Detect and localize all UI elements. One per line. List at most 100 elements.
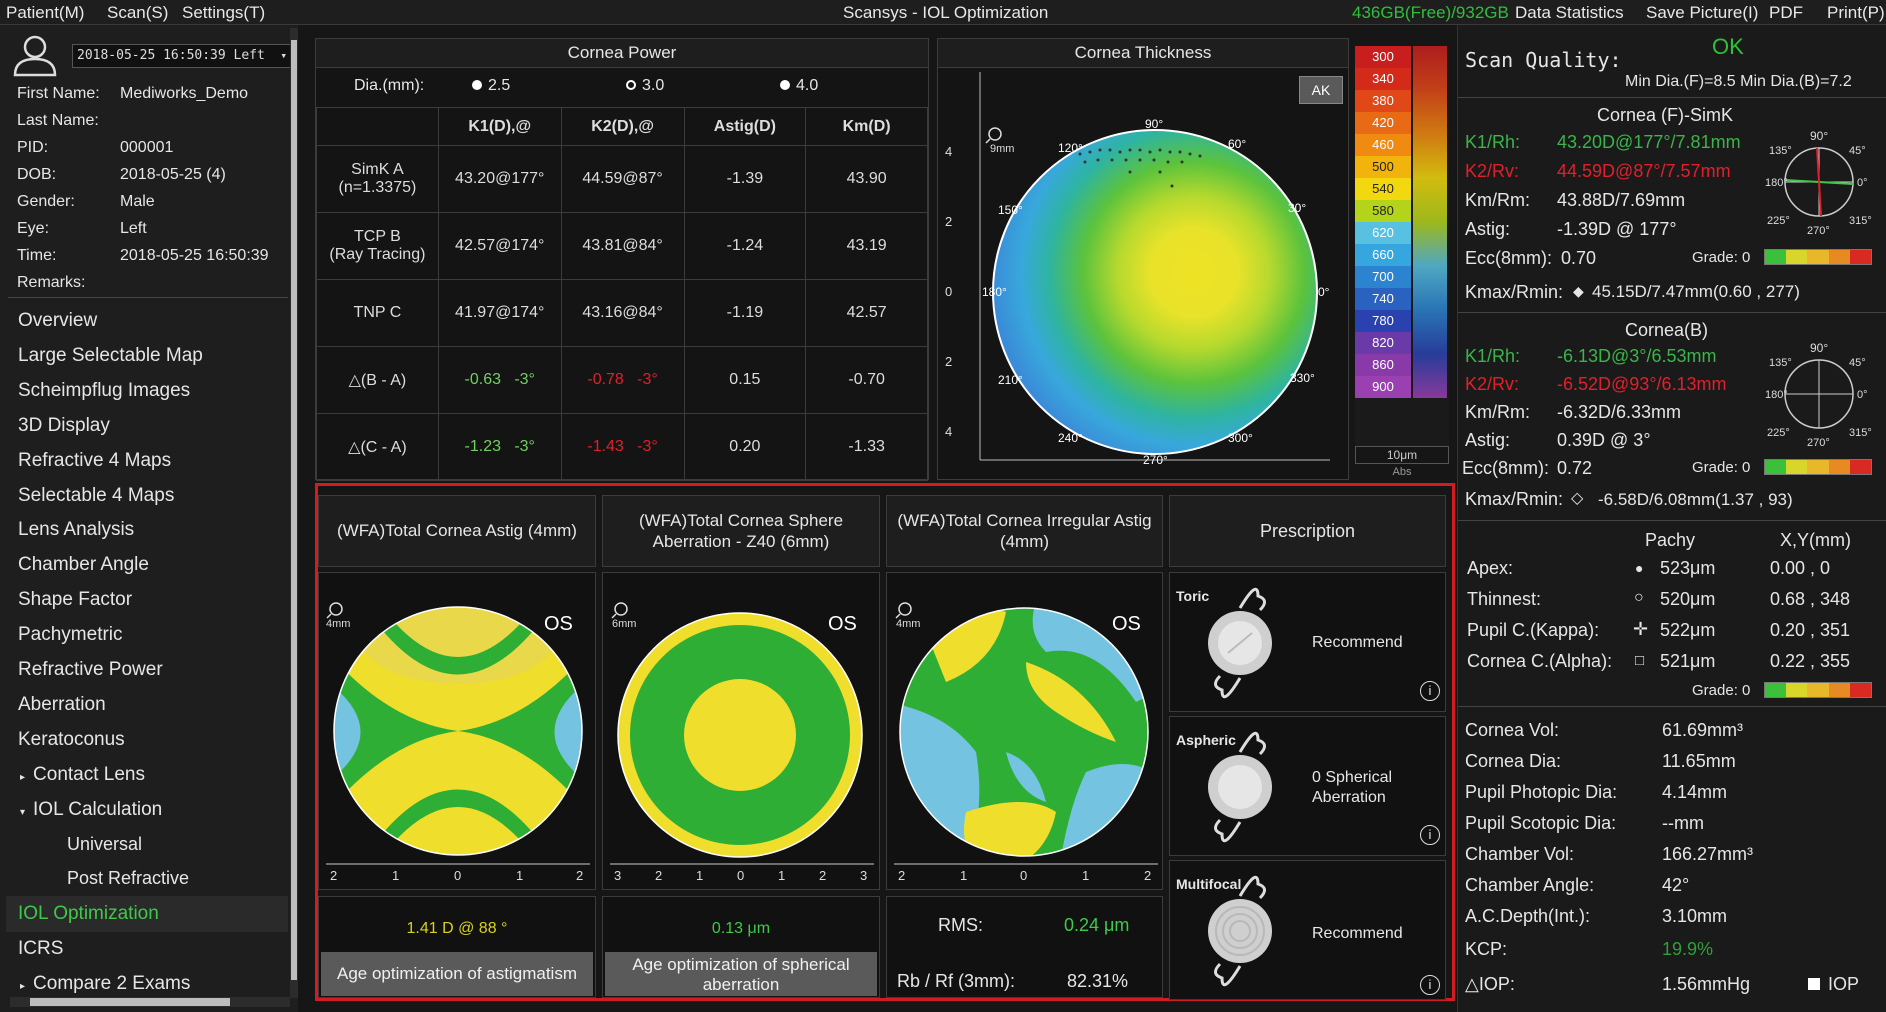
nav-refractive-4-maps[interactable]: Refractive 4 Maps xyxy=(18,450,172,471)
square-icon: □ xyxy=(1635,652,1645,669)
nav-icrs[interactable]: ICRS xyxy=(18,938,64,959)
rb-rf-value: 82.31% xyxy=(1067,971,1129,991)
y-tick: 4 xyxy=(945,144,952,159)
nav-iol-optimization[interactable]: IOL Optimization xyxy=(18,903,159,924)
menu-settings[interactable]: Settings(T) xyxy=(182,3,266,22)
nav-overview[interactable]: Overview xyxy=(18,310,98,331)
k2-value: 44.59D@87°/7.57mm xyxy=(1557,161,1731,181)
right-panel xyxy=(1457,25,1886,1012)
info-icon[interactable]: i xyxy=(1420,825,1440,845)
nav-aberration[interactable]: Aberration xyxy=(18,694,106,715)
front-axis-dial: 90° 45° 0° 315° 270° 225° 180° 135° xyxy=(1765,129,1872,236)
info-icon[interactable]: i xyxy=(1420,681,1440,701)
print-button[interactable]: Print(P) xyxy=(1827,3,1885,22)
grade-bar xyxy=(1764,459,1872,475)
stat-value: 11.65mm xyxy=(1662,751,1736,771)
stat-label: △IOP: xyxy=(1465,974,1515,994)
menu-patient[interactable]: Patient(M) xyxy=(6,3,85,22)
bk1-label: K1/Rh: xyxy=(1465,346,1521,366)
menu-scan[interactable]: Scan(S) xyxy=(107,3,169,22)
angle-label: 330° xyxy=(1290,371,1315,385)
nav-large-selectable-map[interactable]: Large Selectable Map xyxy=(18,345,203,366)
zoom-label: 4mm xyxy=(326,618,350,630)
first-name-label: First Name: xyxy=(17,85,100,102)
stat-label: Pupil Photopic Dia: xyxy=(1465,782,1618,802)
multifocal-recommend: Recommend xyxy=(1312,925,1403,942)
save-picture-button[interactable]: Save Picture(I) xyxy=(1646,3,1759,22)
svg-text:45°: 45° xyxy=(1849,145,1866,157)
open-circle-icon: ○ xyxy=(1634,589,1644,606)
grade-bar xyxy=(1764,682,1872,698)
stat-value: 42° xyxy=(1662,875,1690,895)
y-tick: 4 xyxy=(945,424,952,439)
dia-option-4-0[interactable]: 4.0 xyxy=(780,77,818,95)
angle-label: 0° xyxy=(1318,285,1330,299)
front-title: Cornea (F)-SimK xyxy=(1597,105,1734,125)
zoom-label: 6mm xyxy=(612,618,636,630)
dia-option-3-0[interactable]: 3.0 xyxy=(626,77,664,95)
stat-label: Chamber Angle: xyxy=(1465,875,1595,895)
dob-value: 2018-05-25 (4) xyxy=(120,166,226,183)
nav-chamber-angle[interactable]: Chamber Angle xyxy=(18,554,149,575)
ak-button[interactable]: AK xyxy=(1299,76,1343,104)
exam-select[interactable]: 2018-05-25 16:50:39 Left ▾ xyxy=(72,44,292,68)
dia-option-2-5[interactable]: 2.5 xyxy=(472,77,510,95)
nav-universal[interactable]: Universal xyxy=(67,834,143,854)
zoom-icon[interactable] xyxy=(329,602,343,616)
last-name-label: Last Name: xyxy=(17,112,99,129)
iop-checkbox[interactable] xyxy=(1808,978,1820,990)
svg-text:180°: 180° xyxy=(1765,389,1788,401)
nav-keratoconus[interactable]: Keratoconus xyxy=(18,729,125,750)
header-k2: K2(D),@ xyxy=(560,107,685,146)
dob-label: DOB: xyxy=(17,166,57,183)
zoom-icon[interactable] xyxy=(988,127,1002,141)
info-icon[interactable]: i xyxy=(1420,975,1440,995)
apex-value: 523μm xyxy=(1660,558,1716,578)
user-avatar-icon xyxy=(13,35,57,77)
angle-label: 150° xyxy=(998,203,1023,217)
angle-label: 30° xyxy=(1288,201,1306,215)
angle-label: 300° xyxy=(1228,431,1253,445)
vertical-scrollbar[interactable] xyxy=(290,28,298,998)
nav-lens-analysis[interactable]: Lens Analysis xyxy=(18,519,135,540)
nav-selectable-4-maps[interactable]: Selectable 4 Maps xyxy=(18,485,175,506)
time-label: Time: xyxy=(17,247,57,264)
age-optimization-astigmatism-button[interactable]: Age optimization of astigmatism xyxy=(321,952,593,996)
svg-text:2: 2 xyxy=(330,868,337,883)
becc-label: Ecc(8mm): xyxy=(1462,458,1549,478)
nav-compare-2-exams[interactable]: ▸ Compare 2 Exams xyxy=(20,973,191,994)
horizontal-scrollbar[interactable] xyxy=(10,997,290,1007)
nav-refractive-power[interactable]: Refractive Power xyxy=(18,659,163,680)
svg-text:315°: 315° xyxy=(1849,427,1872,439)
diamond-filled-icon: ◆ xyxy=(1573,283,1584,299)
divider xyxy=(8,297,288,298)
nav-3d-display[interactable]: 3D Display xyxy=(18,415,110,436)
nav-scheimpflug-images[interactable]: Scheimpflug Images xyxy=(18,380,191,401)
wfa-header-irregular: (WFA)Total Cornea Irregular Astig (4mm) xyxy=(886,495,1163,567)
svg-text:0°: 0° xyxy=(1857,389,1868,401)
nav-shape-factor[interactable]: Shape Factor xyxy=(18,589,133,610)
stat-value: 4.14mm xyxy=(1662,782,1728,802)
sphere-value: 0.13 μm xyxy=(711,920,771,937)
nav-contact-lens[interactable]: ▸ Contact Lens xyxy=(20,764,145,785)
zoom-label: 9mm xyxy=(990,143,1014,155)
angle-label: 210° xyxy=(998,373,1023,387)
nav-pachymetric[interactable]: Pachymetric xyxy=(18,624,123,645)
eye-value: Left xyxy=(120,220,147,237)
stat-label: Cornea Vol: xyxy=(1465,720,1560,740)
rb-rf-label: Rb / Rf (3mm): xyxy=(897,971,1016,991)
angle-label: 270° xyxy=(1143,453,1168,467)
becc-value: 0.72 xyxy=(1557,458,1593,478)
pdf-button[interactable]: PDF xyxy=(1769,3,1803,22)
zoom-icon[interactable] xyxy=(898,602,912,616)
min-dia-text: Min Dia.(F)=8.5 Min Dia.(B)=7.2 xyxy=(1625,73,1852,90)
nav-iol-calculation[interactable]: ▾ IOL Calculation xyxy=(20,799,163,820)
data-statistics-button[interactable]: Data Statistics xyxy=(1515,3,1624,22)
zoom-label: 4mm xyxy=(896,618,920,630)
y-tick: 2 xyxy=(945,214,952,229)
zoom-icon[interactable] xyxy=(614,602,628,616)
age-optimization-spherical-button[interactable]: Age optimization of spherical aberration xyxy=(605,952,877,996)
nav-post-refractive[interactable]: Post Refractive xyxy=(67,868,190,888)
eye-label: OS xyxy=(544,613,573,635)
bastig-value: 0.39D @ 3° xyxy=(1557,430,1651,450)
